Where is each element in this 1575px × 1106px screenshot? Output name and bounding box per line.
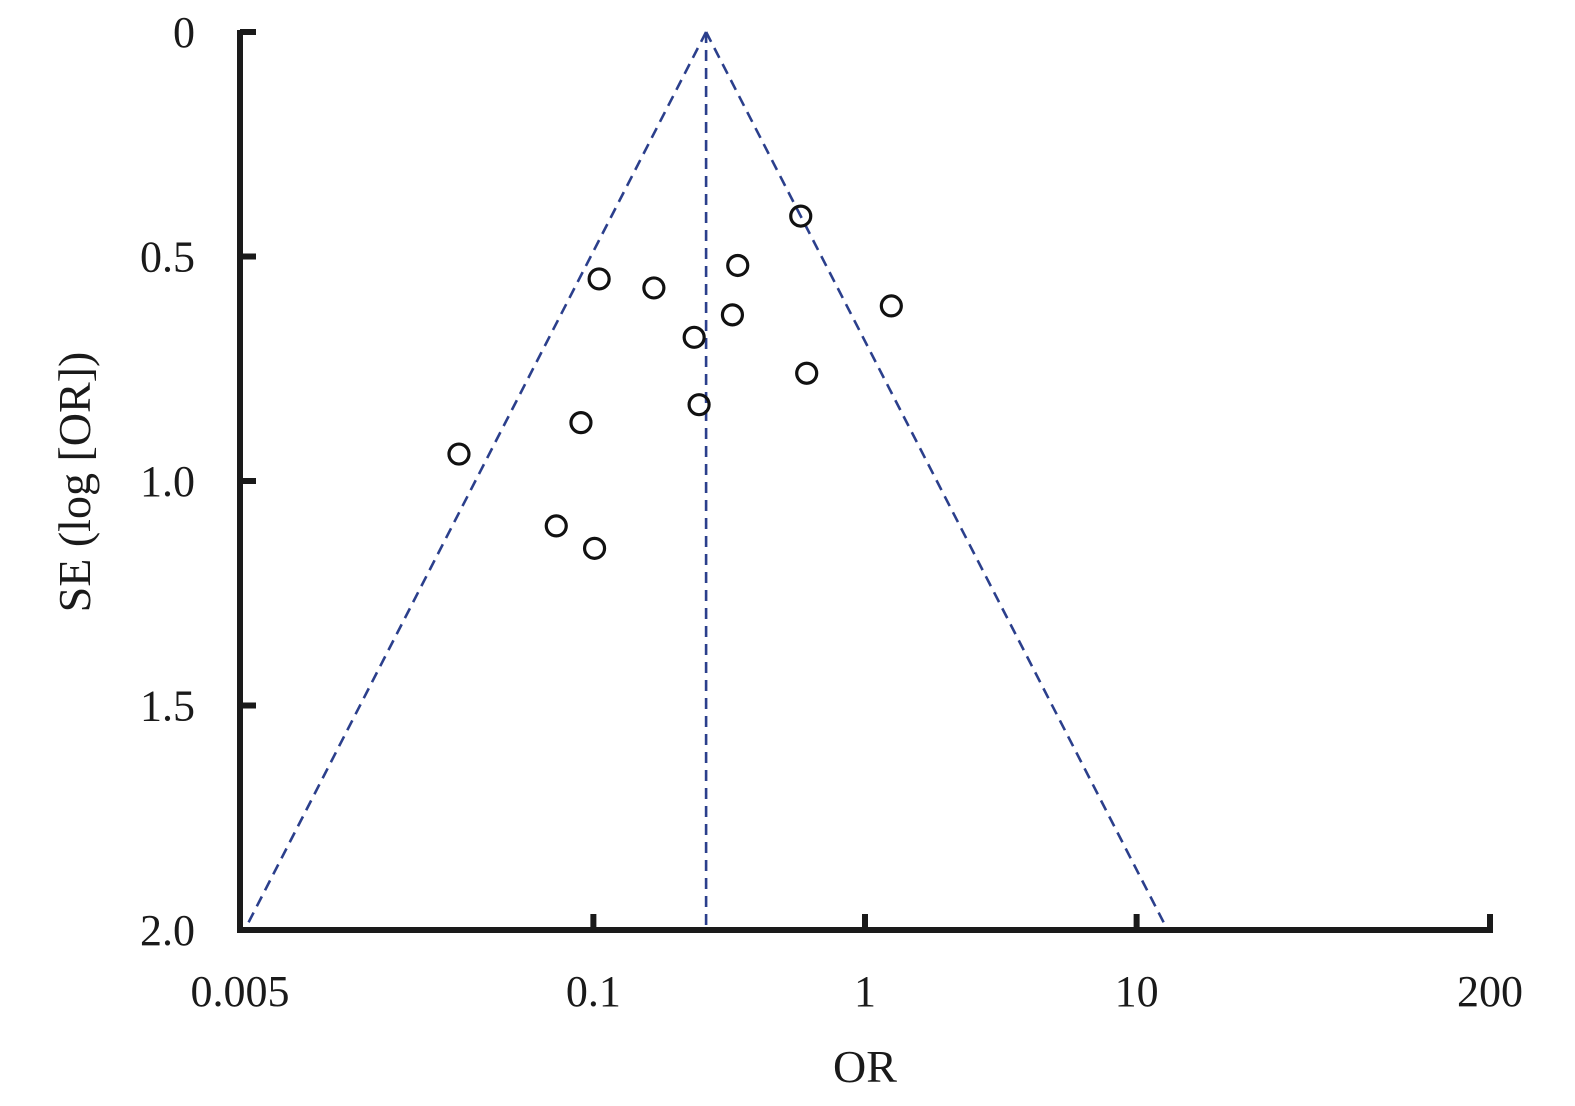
study-point [687, 393, 711, 417]
x-tick-label: 0.005 [191, 967, 290, 1016]
y-axis-title: SE (log [OR]) [49, 352, 100, 613]
study-point [587, 267, 611, 291]
x-tick-label: 0.1 [566, 967, 621, 1016]
study-point [569, 411, 593, 435]
study-point [879, 294, 903, 318]
study-point [582, 536, 607, 560]
study-point [544, 514, 568, 538]
funnel-lines [243, 31, 1169, 931]
tick-labels: 0.005 0.1 1 10 200 0 0.5 1.0 1.5 2.0 [140, 8, 1523, 1016]
x-axis-title: OR [833, 1041, 897, 1092]
funnel-left-limit [243, 31, 708, 931]
x-tick-label: 10 [1115, 967, 1159, 1016]
x-tick-label: 200 [1457, 967, 1523, 1016]
y-tick-label: 0.5 [140, 233, 195, 282]
study-point [726, 253, 750, 278]
y-tick-label: 1.5 [140, 682, 195, 731]
y-tick-label: 0 [173, 8, 195, 57]
y-tick-label: 2.0 [140, 906, 195, 955]
study-point [720, 303, 745, 327]
study-point [795, 361, 819, 385]
study-point [682, 325, 706, 349]
y-tick-label: 1.0 [140, 457, 195, 506]
study-points [447, 204, 903, 560]
axes [237, 29, 1493, 933]
study-point [447, 442, 471, 466]
x-tick-label: 1 [854, 967, 876, 1016]
study-point [789, 204, 813, 228]
funnel-right-limit [704, 31, 1169, 931]
study-point [642, 276, 666, 300]
